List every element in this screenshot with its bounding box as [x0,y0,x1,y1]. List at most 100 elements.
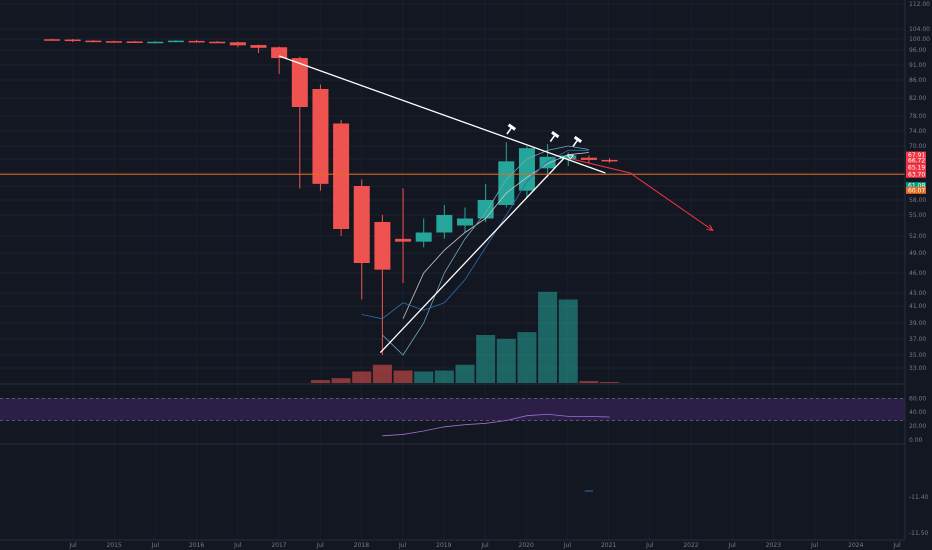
time-tick-label: Jul [728,542,737,549]
hammer-icon-handle [506,127,512,135]
price-badge [906,163,926,171]
time-tick-label: Jul [480,542,489,549]
time-tick-label: Jul [151,542,160,549]
time-tick-label: Jul [645,542,654,549]
candles[interactable] [44,38,618,355]
price-tick-label: 37.00 [909,336,926,343]
ma-line-slow [382,145,589,356]
price-tick-label: 52.00 [909,233,926,240]
candle-body[interactable] [498,161,515,205]
oscillator-tick-label: 40.00 [909,409,926,416]
volume-bar [558,299,578,383]
volume-bar [393,370,413,383]
candle-body[interactable] [188,40,205,43]
price-tick-label: 43.00 [909,290,926,297]
time-tick-label: 2021 [601,542,616,549]
volume-bar [579,381,599,383]
price-tick-label: 100.00 [909,36,930,43]
volume-bars [310,291,620,383]
candle-body[interactable] [64,39,81,42]
volume-bar [310,380,330,383]
candle-body[interactable] [457,218,473,226]
candle-body[interactable] [477,200,494,219]
price-tick-label: 41.00 [909,303,926,310]
candle-body[interactable] [167,40,184,43]
candle-body[interactable] [539,156,556,169]
volume-bar [538,291,558,383]
price-tick-label: 86.00 [909,77,926,84]
candle-body[interactable] [105,41,122,43]
projection-arrow[interactable] [568,157,713,230]
time-tick-label: Jul [233,542,242,549]
oscillator-tick-label: 0.00 [909,437,923,444]
oscillator-line [382,413,610,437]
candle-body[interactable] [250,45,267,48]
candle-body[interactable] [395,238,412,242]
price-tick-label: 55.00 [909,212,926,219]
time-tick-label: 2020 [519,542,534,549]
candle-body[interactable] [436,215,453,233]
price-badge [906,186,926,194]
drawings[interactable] [0,55,905,354]
oscillator-tick-label: 20.00 [909,423,926,430]
hammer-icon-handle [549,135,556,142]
volume-bar [331,378,351,383]
price-badge [906,156,926,164]
candle-body[interactable] [353,186,370,263]
trendline-down[interactable] [278,55,606,174]
oscillator-band [0,398,905,421]
candle-body[interactable] [147,41,164,44]
price-tick-label: 35.00 [909,352,926,359]
price-badge-label: 66.72 [908,157,925,164]
hammer-icon-head [507,123,517,131]
trendline-up[interactable] [379,157,565,354]
volume-bar [414,371,434,383]
time-axis[interactable]: Jul 2015 Jul 2016 Jul 2017 Jul 2018 Jul 2019 Jul 20… [68,542,901,549]
macd-tick-label: -11.40 [909,494,929,501]
candle-body[interactable] [518,148,535,191]
volume-bar [496,338,516,383]
time-tick-label: 2023 [766,542,781,549]
price-badge-label: 67.91 [908,152,925,159]
price-tick-label: 82.00 [909,95,926,102]
candle-body[interactable] [126,41,143,43]
candle-body[interactable] [229,42,246,46]
macd-tick-label: -11.50 [909,530,929,537]
oscillator-tick-label: 60.00 [909,395,926,402]
time-tick-label: Jul [316,542,325,549]
grid [0,3,905,369]
candle-body[interactable] [291,58,308,107]
candle-body[interactable] [580,157,597,160]
hammer-icon-handle [572,140,578,147]
time-tick-label: 2015 [107,542,122,549]
price-tick-label: 74.00 [909,128,926,135]
price-badge-label: 65.19 [908,164,925,171]
triangle-icon [566,154,575,160]
candle-body[interactable] [333,123,350,230]
candle-body[interactable] [560,155,577,159]
candle-body[interactable] [271,47,288,59]
price-badge [906,170,926,178]
price-tick-label: 96.00 [909,47,926,54]
ma-line-fast [402,152,589,319]
candle-body[interactable] [601,159,618,162]
price-badge-label: 61.08 [908,183,925,190]
volume-bar [352,371,372,383]
time-tick-label: 2024 [848,542,863,549]
time-tick-label: Jul [810,542,819,549]
hammer-icon [572,135,583,147]
candle-body[interactable] [374,222,391,270]
candle-body[interactable] [415,232,432,242]
candle-body[interactable] [85,40,102,43]
candle-body[interactable] [44,39,60,41]
candle-body[interactable] [209,41,226,44]
candle-body[interactable] [312,89,329,184]
time-tick-label: Jul [398,542,407,549]
price-axis[interactable]: 112.00 104.00 100.00 96.00 91.00 86.00 82.00 78… [909,1,930,372]
macd-pane: -11.40 -11.50 [584,490,929,537]
price-badge-label: 63.70 [908,171,925,178]
price-tick-label: 70.00 [909,143,926,150]
